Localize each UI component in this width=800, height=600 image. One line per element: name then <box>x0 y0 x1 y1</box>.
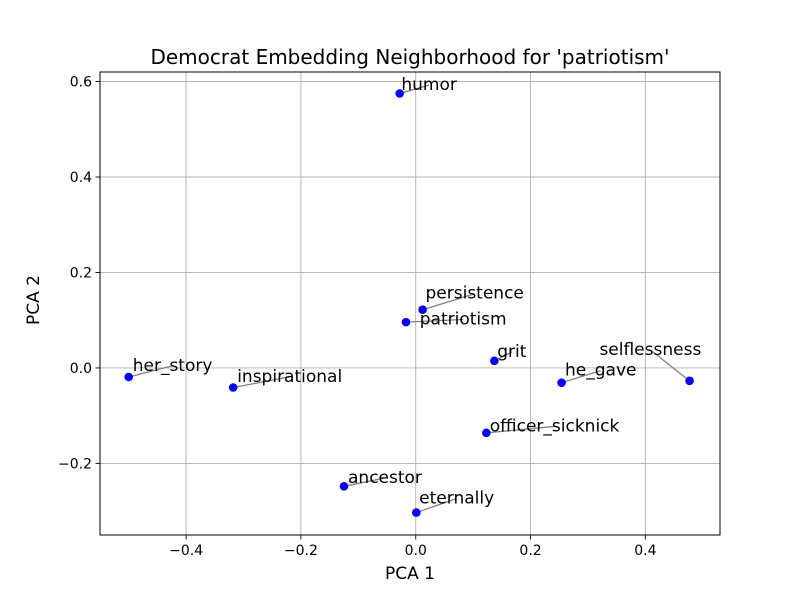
data-point <box>490 356 499 366</box>
chart-title: Democrat Embedding Neighborhood for 'pat… <box>150 45 669 69</box>
leader-line <box>422 293 475 311</box>
data-point <box>418 305 427 315</box>
leader-line <box>561 369 601 384</box>
x-tick-label: −0.2 <box>284 543 318 559</box>
leader-line <box>399 84 430 95</box>
point-label: humor <box>401 75 457 95</box>
leader-line <box>486 425 555 434</box>
point-label: her_story <box>133 356 213 376</box>
y-tick-label: 0.0 <box>70 361 92 377</box>
data-point <box>482 428 491 438</box>
plot-area-frame <box>99 71 721 536</box>
data-point <box>339 482 349 491</box>
point-label: ancestor <box>348 468 422 488</box>
leader-line <box>405 318 464 323</box>
point-label: eternally <box>419 488 494 508</box>
axis-ticks: −0.4 −0.2 0.0 0.2 0.4 −0.2 0.0 0.2 0.4 0.6 <box>58 75 657 559</box>
point-label: patriotism <box>420 310 507 330</box>
data-points <box>124 89 694 517</box>
data-point <box>412 508 421 517</box>
data-point <box>228 383 238 392</box>
x-tick-label: 0.4 <box>634 543 656 559</box>
x-tick-label: 0.2 <box>519 543 541 559</box>
y-axis-label: PCA 2 <box>24 275 44 325</box>
data-point <box>124 372 134 382</box>
leader-line <box>650 349 690 382</box>
y-tick-label: 0.2 <box>70 265 92 281</box>
x-axis-label: PCA 1 <box>385 564 435 584</box>
point-label: officer_sicknick <box>490 416 620 436</box>
y-tick-label: −0.2 <box>58 456 92 472</box>
leader-line <box>233 376 290 389</box>
point-label: inspirational <box>237 367 342 387</box>
point-label: selflessness <box>599 340 701 360</box>
grid <box>100 72 720 535</box>
leader-line <box>416 497 457 514</box>
leader-line <box>343 477 386 487</box>
leader-line <box>128 365 173 378</box>
y-tick-label: 0.6 <box>70 75 92 91</box>
data-point <box>685 376 694 386</box>
point-label: grit <box>497 342 527 362</box>
x-tick-label: −0.4 <box>169 543 203 559</box>
point-label: persistence <box>426 284 524 304</box>
data-point <box>557 378 566 388</box>
x-tick-label: 0.0 <box>405 543 427 559</box>
point-labels: humor persistence patriotism grit selflessne… <box>133 75 702 508</box>
data-point <box>395 89 404 98</box>
point-label: he_gave <box>565 361 636 381</box>
y-tick-label: 0.4 <box>70 170 92 186</box>
data-point <box>401 317 411 327</box>
